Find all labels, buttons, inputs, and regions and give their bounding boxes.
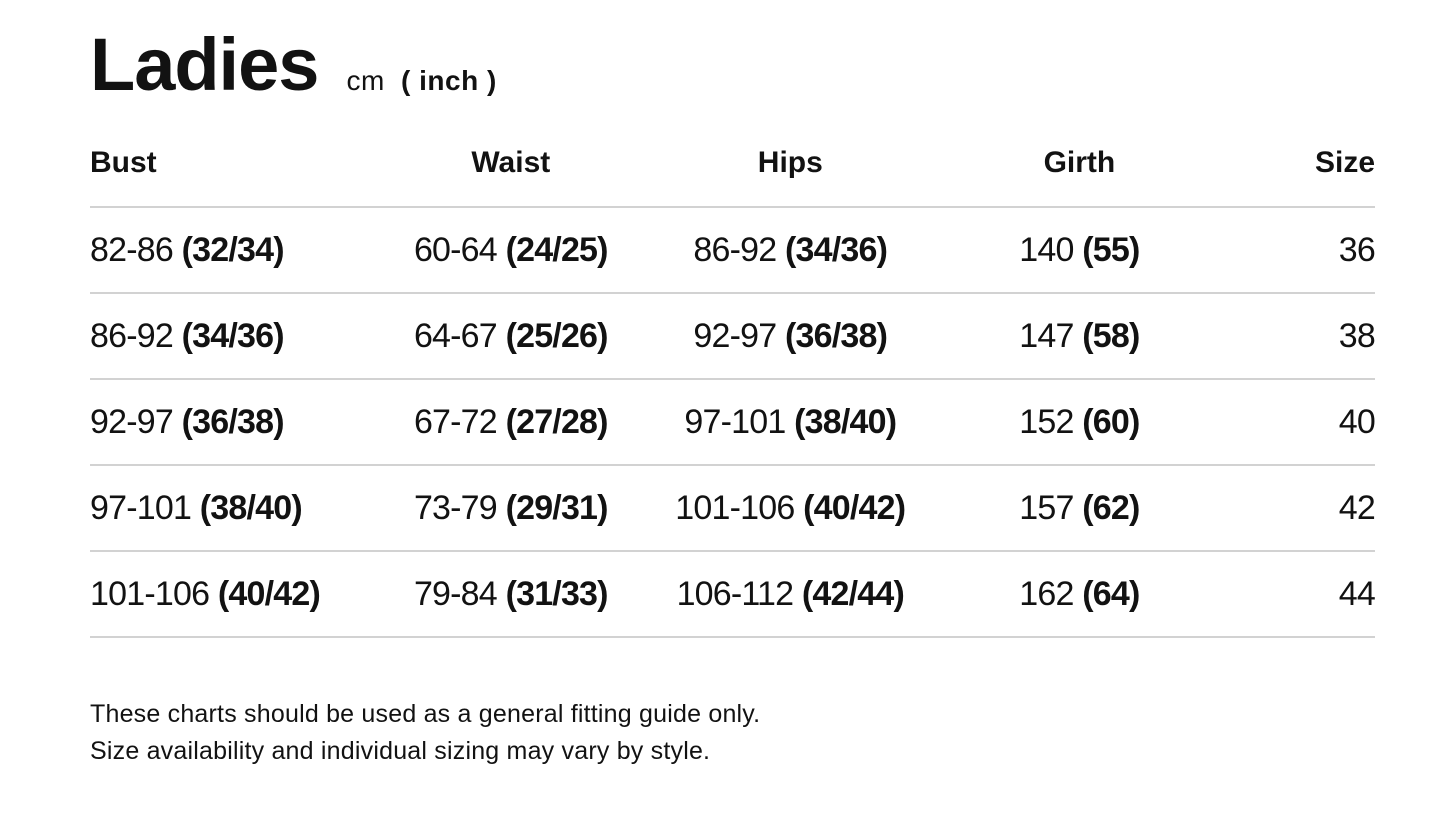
cell-girth: 162 (64) bbox=[931, 551, 1228, 638]
cell-size: 36 bbox=[1227, 207, 1376, 294]
waist-inch: (27/28) bbox=[505, 402, 609, 441]
girth-cm: 140 bbox=[1019, 230, 1074, 269]
bust-cm: 101-106 bbox=[90, 574, 210, 613]
girth-cm: 157 bbox=[1019, 488, 1074, 527]
girth-cm: 147 bbox=[1019, 316, 1074, 355]
hips-cm: 106-112 bbox=[676, 574, 794, 613]
column-header-waist: Waist bbox=[372, 146, 649, 208]
cell-girth: 152 (60) bbox=[931, 379, 1228, 466]
hips-cm: 101-106 bbox=[675, 488, 795, 527]
cell-hips: 106-112 (42/44) bbox=[648, 551, 932, 638]
bust-cm: 82-86 bbox=[90, 230, 174, 269]
bust-inch: (36/38) bbox=[181, 402, 285, 441]
girth-cm: 162 bbox=[1019, 574, 1074, 613]
waist-inch: (25/26) bbox=[505, 316, 609, 355]
cell-size: 38 bbox=[1227, 293, 1376, 380]
table-row: 92-97 (36/38) 67-72 (27/28) 97-101 (38/4… bbox=[90, 379, 1376, 466]
bust-inch: (34/36) bbox=[181, 316, 285, 355]
hips-inch: (38/40) bbox=[794, 402, 897, 441]
column-header-size: Size bbox=[1227, 146, 1375, 208]
cell-bust: 92-97 (36/38) bbox=[90, 379, 373, 466]
unit-cm: cm bbox=[346, 65, 385, 96]
cell-bust: 86-92 (34/36) bbox=[90, 293, 373, 380]
size-chart-table: Bust Waist Hips Girth Size 82-86 (32/34)… bbox=[90, 146, 1376, 638]
hips-inch: (40/42) bbox=[803, 488, 906, 527]
cell-waist: 64-67 (25/26) bbox=[372, 293, 649, 380]
cell-bust: 82-86 (32/34) bbox=[90, 207, 373, 294]
girth-inch: (58) bbox=[1082, 316, 1140, 355]
bust-cm: 86-92 bbox=[90, 316, 174, 355]
cell-waist: 67-72 (27/28) bbox=[372, 379, 649, 466]
girth-inch: (62) bbox=[1082, 488, 1140, 527]
cell-waist: 73-79 (29/31) bbox=[372, 465, 649, 552]
cell-hips: 101-106 (40/42) bbox=[648, 465, 932, 552]
cell-girth: 157 (62) bbox=[931, 465, 1228, 552]
waist-inch: (29/31) bbox=[505, 488, 609, 527]
bust-inch: (32/34) bbox=[181, 230, 285, 269]
cell-hips: 86-92 (34/36) bbox=[648, 207, 932, 294]
waist-cm: 67-72 bbox=[413, 402, 498, 441]
girth-inch: (64) bbox=[1082, 574, 1140, 613]
cell-girth: 147 (58) bbox=[931, 293, 1228, 380]
disclaimer-line-1: These charts should be used as a general… bbox=[90, 700, 761, 728]
hips-cm: 86-92 bbox=[693, 230, 777, 269]
cell-bust: 97-101 (38/40) bbox=[90, 465, 373, 552]
girth-inch: (55) bbox=[1082, 230, 1140, 269]
cell-girth: 140 (55) bbox=[931, 207, 1228, 294]
hips-inch: (34/36) bbox=[785, 230, 888, 269]
waist-cm: 60-64 bbox=[413, 230, 498, 269]
table-header-row: Bust Waist Hips Girth Size bbox=[90, 146, 1375, 208]
waist-cm: 79-84 bbox=[413, 574, 498, 613]
cell-hips: 92-97 (36/38) bbox=[648, 293, 932, 380]
bust-cm: 92-97 bbox=[90, 402, 174, 441]
girth-cm: 152 bbox=[1019, 402, 1074, 441]
waist-inch: (24/25) bbox=[505, 230, 609, 269]
waist-cm: 73-79 bbox=[413, 488, 498, 527]
column-header-bust: Bust bbox=[90, 146, 373, 208]
table-row: 101-106 (40/42) 79-84 (31/33) 106-112 (4… bbox=[90, 551, 1376, 638]
column-header-hips: Hips bbox=[648, 146, 932, 208]
title-row: Ladies cm ( inch ) bbox=[90, 28, 1375, 102]
bust-inch: (40/42) bbox=[217, 574, 321, 613]
table-row: 86-92 (34/36) 64-67 (25/26) 92-97 (36/38… bbox=[90, 293, 1376, 380]
column-header-girth: Girth bbox=[931, 146, 1228, 208]
bust-inch: (38/40) bbox=[199, 488, 303, 527]
hips-inch: (42/44) bbox=[801, 574, 905, 613]
hips-cm: 92-97 bbox=[693, 316, 777, 355]
cell-size: 42 bbox=[1227, 465, 1376, 552]
cell-size: 44 bbox=[1227, 551, 1376, 638]
bust-cm: 97-101 bbox=[90, 488, 192, 527]
waist-cm: 64-67 bbox=[413, 316, 498, 355]
table-row: 97-101 (38/40) 73-79 (29/31) 101-106 (40… bbox=[90, 465, 1376, 552]
girth-inch: (60) bbox=[1082, 402, 1140, 441]
waist-inch: (31/33) bbox=[505, 574, 609, 613]
page-title: Ladies bbox=[90, 23, 319, 106]
unit-inch: ( inch ) bbox=[401, 65, 497, 96]
disclaimer: These charts should be used as a general… bbox=[90, 696, 1375, 770]
cell-waist: 60-64 (24/25) bbox=[372, 207, 649, 294]
cell-size: 40 bbox=[1227, 379, 1376, 466]
disclaimer-line-2: Size availability and individual sizing … bbox=[90, 737, 711, 765]
table-row: 82-86 (32/34) 60-64 (24/25) 86-92 (34/36… bbox=[90, 207, 1376, 294]
cell-bust: 101-106 (40/42) bbox=[90, 551, 373, 638]
unit-label: cm ( inch ) bbox=[346, 65, 496, 97]
cell-waist: 79-84 (31/33) bbox=[372, 551, 649, 638]
hips-inch: (36/38) bbox=[785, 316, 888, 355]
hips-cm: 97-101 bbox=[684, 402, 786, 441]
cell-hips: 97-101 (38/40) bbox=[648, 379, 932, 466]
